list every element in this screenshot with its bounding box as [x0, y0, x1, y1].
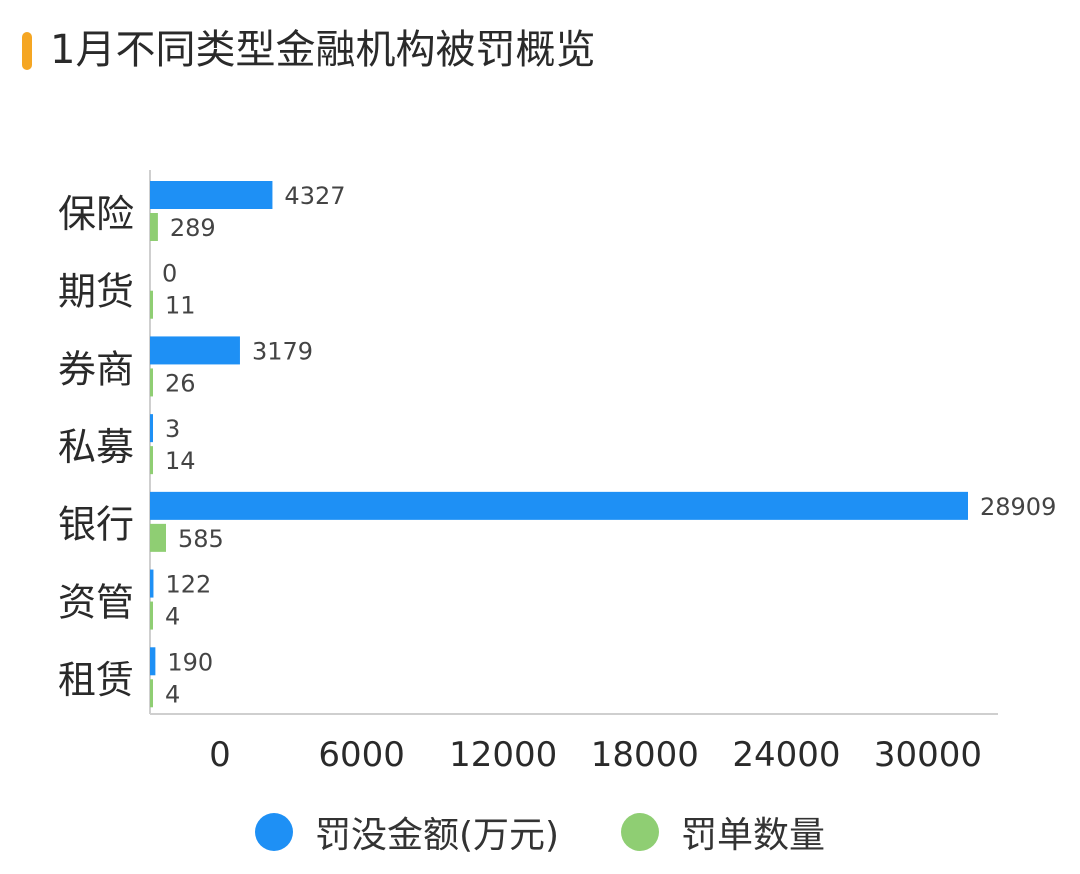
legend-item-count[interactable]: 罚单数量	[621, 806, 825, 858]
bar-amount	[150, 181, 273, 209]
bar-count	[150, 446, 153, 475]
data-label: 3179	[252, 337, 313, 365]
bar-amount	[150, 336, 240, 365]
data-label: 0	[162, 260, 177, 288]
data-label: 11	[165, 292, 196, 320]
chart-title: 1月不同类型金融机构被罚概览	[50, 27, 596, 73]
x-tick-label: 0	[209, 735, 231, 775]
data-label: 14	[165, 447, 196, 475]
legend-item-amount[interactable]: 罚没金额(万元)	[254, 806, 560, 858]
data-label: 26	[165, 369, 196, 397]
chart-legend: 罚没金额(万元) 罚单数量	[0, 806, 1080, 858]
legend-label-amount: 罚没金额(万元)	[314, 815, 560, 856]
data-label: 3	[165, 415, 180, 443]
y-category-label: 银行	[58, 503, 134, 547]
bar-count	[150, 213, 158, 241]
bar-chart: 0 6000 12000 18000 24000 30000 保险 4327 289 期货 0 11 券…	[58, 170, 1056, 775]
bar-count	[150, 368, 153, 397]
data-label: 122	[165, 571, 211, 599]
y-category-label: 私募	[58, 425, 134, 469]
y-category-label: 资管	[58, 580, 134, 624]
y-category-label: 期货	[58, 270, 134, 314]
x-tick-label: 6000	[318, 735, 405, 775]
x-tick-label: 12000	[449, 735, 557, 775]
y-category-label: 保险	[58, 192, 134, 236]
bar-count	[150, 523, 166, 552]
data-label: 289	[170, 214, 216, 242]
data-label: 4	[165, 680, 180, 708]
bar-amount	[150, 569, 154, 598]
bar-amount	[150, 414, 153, 443]
title-accent-bar	[22, 32, 32, 70]
x-tick-label: 24000	[732, 735, 840, 775]
y-category-label: 券商	[58, 347, 134, 391]
data-label: 4	[165, 603, 180, 631]
bar-amount	[150, 647, 156, 676]
legend-dot-amount-icon	[254, 813, 293, 851]
data-label: 585	[178, 525, 224, 553]
legend-dot-count-icon	[621, 813, 660, 851]
bar-amount	[150, 491, 968, 520]
data-label: 190	[167, 648, 213, 676]
data-label: 4327	[284, 182, 345, 210]
data-label: 28909	[980, 493, 1056, 521]
bar-count	[150, 290, 153, 319]
x-tick-label: 18000	[591, 735, 699, 775]
bar-count	[150, 679, 153, 708]
x-tick-label: 30000	[874, 735, 982, 775]
bar-count	[150, 601, 153, 630]
legend-label-count: 罚单数量	[681, 815, 826, 856]
y-category-label: 租赁	[58, 658, 134, 702]
